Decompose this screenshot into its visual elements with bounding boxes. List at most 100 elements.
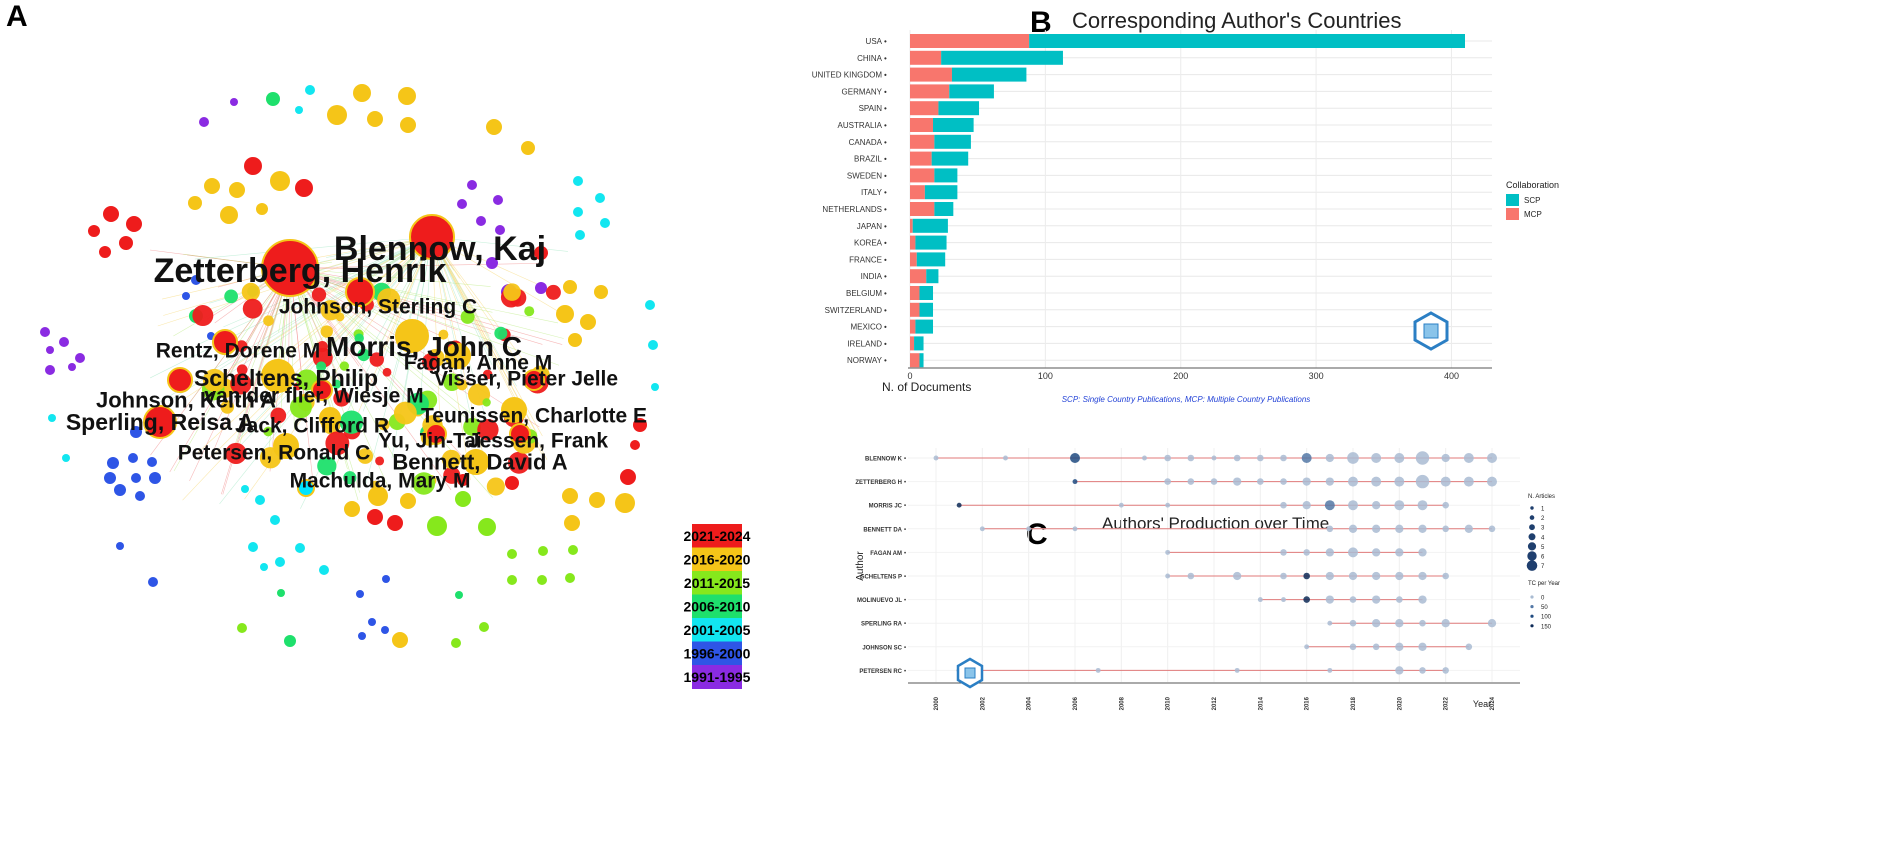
network-node bbox=[135, 491, 145, 501]
author-year-point bbox=[1372, 619, 1381, 628]
network-year-legend: 2021-2024 2016-2020 2011-2015 2006-2010 2001… bbox=[684, 524, 751, 689]
author-year-point bbox=[1415, 451, 1430, 465]
author-tick-mark: • bbox=[904, 504, 906, 510]
author-year-point bbox=[1372, 643, 1380, 651]
bar-scp-canada bbox=[934, 134, 971, 149]
year-legend-swatch bbox=[692, 641, 742, 666]
network-label-8: Visser, Pieter Jelle bbox=[434, 367, 618, 390]
network-node bbox=[224, 289, 238, 304]
author-year-point bbox=[1395, 524, 1404, 533]
panel-c-letter: C bbox=[1026, 518, 1048, 551]
dot-x-tick: 2012 bbox=[1212, 696, 1218, 710]
network-node bbox=[565, 573, 575, 583]
bar-scp-japan bbox=[912, 218, 948, 233]
network-node bbox=[534, 246, 548, 260]
bar-legend-swatch-mcp bbox=[1506, 208, 1519, 220]
author-year-point bbox=[1442, 525, 1449, 533]
network-node bbox=[48, 414, 56, 422]
author-year-point bbox=[1304, 644, 1310, 650]
network-node bbox=[256, 203, 268, 215]
network-node bbox=[441, 449, 461, 469]
network-node bbox=[236, 364, 248, 375]
bar-legend-swatch-scp bbox=[1506, 194, 1519, 206]
network-edge bbox=[431, 236, 548, 460]
year-legend-label: 1996-2000 bbox=[684, 645, 751, 661]
network-edge bbox=[289, 267, 563, 345]
network-node bbox=[648, 340, 658, 350]
network-node bbox=[630, 440, 640, 450]
author-year-point bbox=[1187, 454, 1195, 462]
network-node bbox=[443, 373, 461, 392]
network-node bbox=[393, 401, 417, 425]
dot-chart-grid bbox=[908, 448, 1520, 684]
network-node bbox=[62, 454, 70, 462]
bar-category-label: MEXICO bbox=[850, 323, 882, 332]
network-node bbox=[332, 379, 342, 389]
dot-chart-title: Authors' Production over Time bbox=[1102, 514, 1330, 533]
network-label-12: Sperling, Reisa A bbox=[66, 409, 254, 435]
bar-tick-mark: • bbox=[884, 171, 887, 180]
bar-tick-mark: • bbox=[884, 155, 887, 164]
bar-mcp-australia bbox=[910, 118, 934, 132]
bar-tick-mark: • bbox=[884, 239, 887, 248]
author-year-point bbox=[1233, 477, 1242, 486]
network-node bbox=[537, 575, 547, 585]
year-legend-swatch bbox=[692, 594, 742, 619]
author-row-bennett-da: BENNETT DA • bbox=[863, 524, 1520, 533]
author-year-point bbox=[1418, 571, 1427, 581]
network-node bbox=[295, 543, 305, 553]
network-label-14: Yu, Jin-Tai bbox=[378, 429, 481, 452]
bar-scp-germany bbox=[949, 84, 994, 99]
bar-tick-mark: • bbox=[884, 121, 887, 130]
bar-mcp-united-kingdom bbox=[910, 67, 952, 82]
author-year-point bbox=[1165, 549, 1171, 555]
network-node-3 bbox=[345, 277, 375, 307]
dot-x-tick: 2000 bbox=[934, 696, 940, 710]
network-node bbox=[305, 85, 315, 95]
bar-mcp-norway bbox=[910, 353, 920, 368]
bar-x-tick: 0 bbox=[907, 371, 912, 381]
year-legend-label: 2006-2010 bbox=[684, 598, 751, 614]
network-edge bbox=[289, 263, 540, 269]
network-node bbox=[316, 340, 328, 353]
network-node bbox=[242, 298, 263, 319]
author-year-point bbox=[1070, 453, 1080, 463]
author-tick-mark: • bbox=[904, 669, 906, 675]
author-year-point bbox=[1210, 478, 1218, 485]
network-node bbox=[275, 557, 285, 567]
author-year-point bbox=[1303, 572, 1310, 580]
author-year-point bbox=[1442, 667, 1449, 674]
bar-legend: Collaboration SCP MCP bbox=[1506, 180, 1559, 220]
bar-scp-ireland bbox=[914, 336, 924, 351]
network-edge bbox=[431, 236, 473, 425]
size-legend-label: 3 bbox=[1541, 526, 1545, 532]
dot-x-tick: 2022 bbox=[1444, 696, 1450, 710]
author-year-point bbox=[1072, 526, 1078, 532]
network-node bbox=[343, 471, 357, 485]
bar-scp-australia bbox=[933, 118, 974, 132]
dot-color-legend: TC per Year 0 50 100 150 bbox=[1528, 581, 1560, 630]
bar-mcp-belgium bbox=[910, 286, 920, 300]
author-year-point bbox=[1348, 500, 1358, 511]
network-label-15: Jessen, Frank bbox=[468, 429, 608, 452]
network-node bbox=[412, 472, 436, 495]
network-node bbox=[545, 284, 561, 300]
author-year-point bbox=[1280, 478, 1287, 485]
network-node-7 bbox=[261, 359, 295, 393]
author-tick-mark: • bbox=[904, 575, 906, 581]
bar-tick-mark: • bbox=[884, 323, 887, 332]
network-node bbox=[494, 326, 508, 340]
bar-tick-mark: • bbox=[884, 54, 887, 63]
network-node bbox=[575, 230, 585, 240]
network-node bbox=[131, 473, 141, 483]
network-node bbox=[241, 282, 260, 302]
dot-x-axis-title: Year bbox=[1473, 699, 1491, 709]
year-legend-label: 2016-2020 bbox=[684, 551, 751, 567]
author-year-point bbox=[1302, 477, 1311, 486]
author-year-point bbox=[1142, 455, 1147, 461]
bar-legend-label: MCP bbox=[1524, 210, 1542, 219]
network-node bbox=[333, 390, 350, 407]
network-node-11 bbox=[501, 397, 527, 423]
bar-scp-spain bbox=[938, 101, 980, 116]
